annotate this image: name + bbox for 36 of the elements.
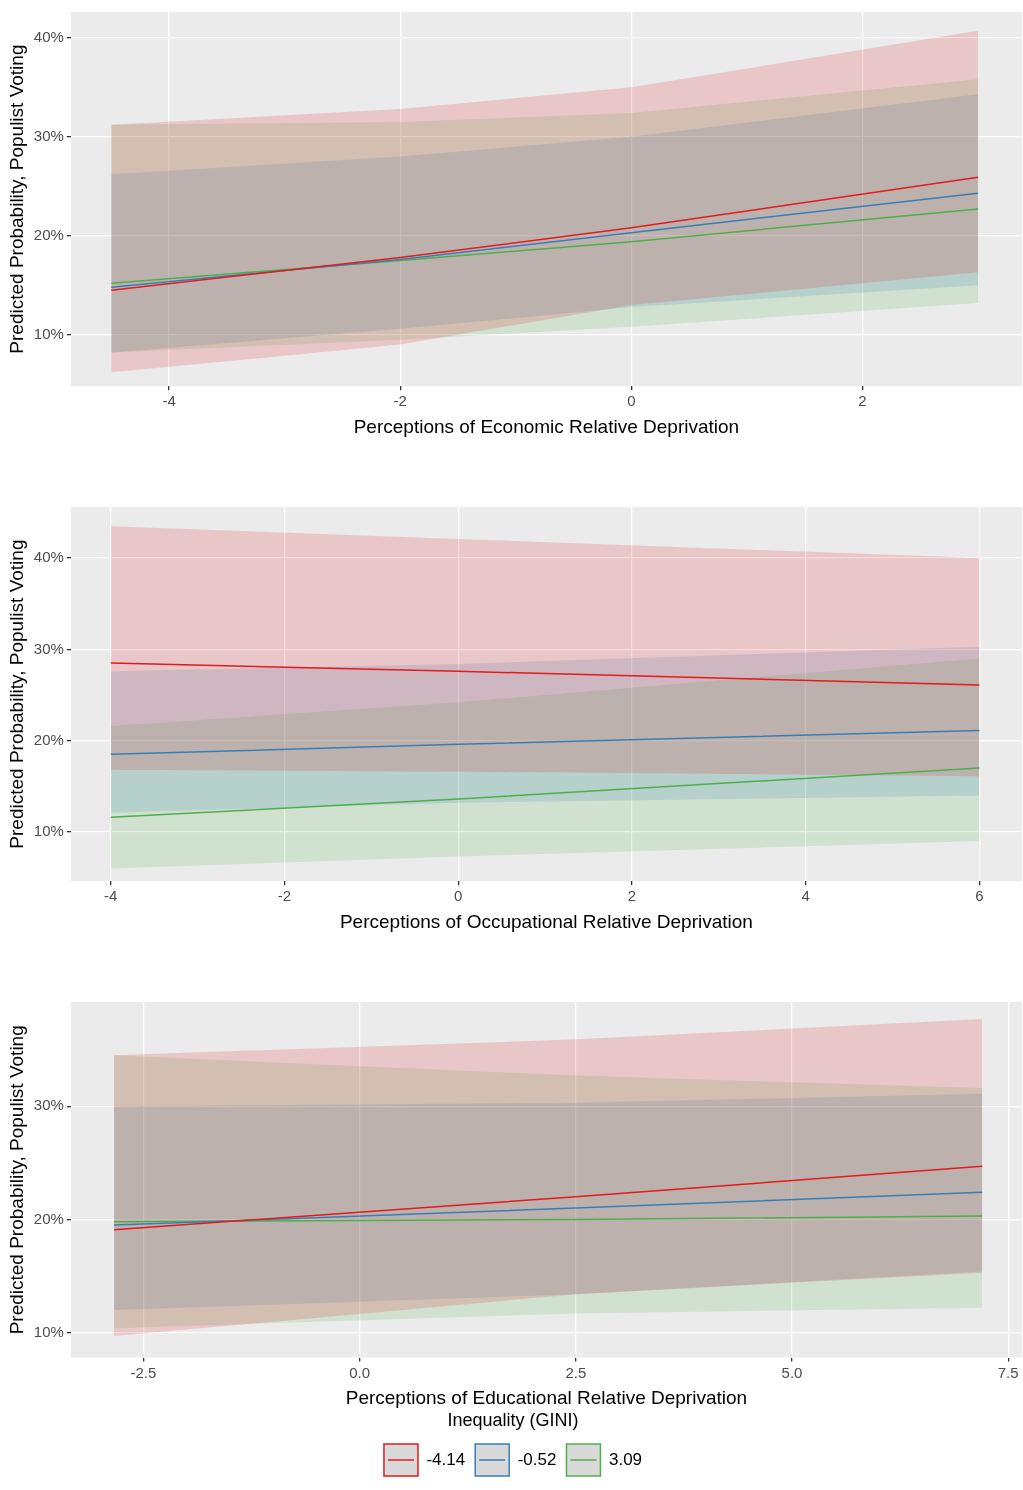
x-tick-label: -4 (104, 887, 118, 905)
x-axis-title: Perceptions of Occupational Relative Deprivation (339, 910, 753, 932)
x-tick-label: -4 (162, 392, 176, 410)
x-tick-label: -2.5 (130, 1363, 157, 1381)
y-axis-title: Predicted Probability, Populist Voting (5, 44, 27, 354)
x-axis-title: Perceptions of Economic Relative Deprivation (353, 415, 740, 437)
y-tick-label: 30% (33, 639, 64, 657)
x-tick-label: 2 (627, 887, 637, 905)
x-tick-label: -2 (277, 887, 292, 905)
x-tick-label: -2 (393, 392, 407, 410)
y-tick-label: 40% (33, 548, 64, 566)
legend-label: -0.52 (517, 1449, 557, 1469)
y-axis-title: Predicted Probability, Populist Voting (5, 1025, 27, 1335)
y-tick-label: 10% (33, 324, 64, 342)
y-tick-label: 40% (33, 27, 64, 45)
y-tick-label: 20% (33, 730, 64, 748)
y-tick-label: 30% (33, 1096, 64, 1114)
x-tick-label: 4 (801, 887, 810, 905)
y-tick-label: 20% (33, 1209, 64, 1227)
legend-label: 3.09 (608, 1449, 643, 1469)
legend-title: Inequality (GINI) (447, 1410, 579, 1431)
x-tick-label: 0.0 (349, 1363, 371, 1381)
x-tick-label: 6 (975, 887, 984, 905)
y-tick-label: 10% (33, 822, 64, 840)
y-tick-label: 20% (33, 225, 64, 243)
x-axis-title: Perceptions of Educational Relative Deprivation (345, 1387, 748, 1409)
x-tick-label: 7.5 (997, 1363, 1019, 1381)
x-tick-label: 2 (858, 392, 867, 410)
x-tick-label: 0 (454, 887, 463, 905)
x-tick-label: 5.0 (781, 1363, 803, 1381)
y-tick-label: 10% (33, 1322, 64, 1340)
y-tick-label: 30% (33, 126, 64, 144)
y-axis-title: Predicted Probability, Populist Voting (5, 539, 27, 849)
x-tick-label: 2.5 (565, 1363, 587, 1381)
x-tick-label: 0 (627, 392, 636, 410)
legend-label: -4.14 (426, 1449, 466, 1469)
